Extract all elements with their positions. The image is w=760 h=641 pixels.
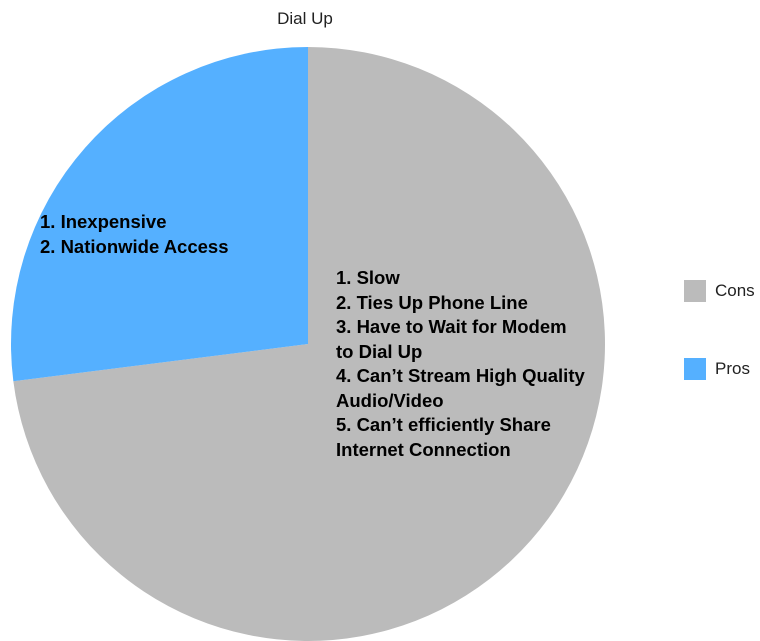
pros-label-line: 1. Inexpensive	[40, 211, 167, 232]
legend-swatch-cons	[684, 280, 706, 302]
cons-label-line: 1. Slow	[336, 267, 400, 288]
pie-slice-pros	[10, 47, 308, 382]
pros-slice-label: 1. Inexpensive 2. Nationwide Access	[40, 210, 229, 259]
cons-label-line: Internet Connection	[336, 438, 511, 460]
cons-label-line: to Dial Up	[336, 340, 423, 362]
cons-label-line: Audio/Video	[336, 389, 444, 411]
legend-swatch-pros	[684, 358, 706, 380]
cons-label-line: 4. Can’t Stream High Quality	[336, 365, 585, 386]
cons-label-line: 5. Can’t efficiently Share	[336, 414, 551, 435]
cons-slice-label: 1. Slow 2. Ties Up Phone Line 3. Have to…	[336, 266, 585, 462]
cons-label-line: 2. Ties Up Phone Line	[336, 291, 528, 313]
cons-label-line: 3. Have to Wait for Modem	[336, 316, 567, 337]
chart-title: Dial Up	[277, 9, 333, 28]
legend-label-pros: Pros	[715, 359, 750, 378]
legend-label-cons: Cons	[715, 281, 755, 300]
pros-label-line: 2. Nationwide Access	[40, 235, 229, 257]
legend-item-pros[interactable]: Pros	[684, 358, 750, 380]
legend-item-cons[interactable]: Cons	[684, 280, 755, 302]
pie-slice-cons	[13, 47, 605, 641]
